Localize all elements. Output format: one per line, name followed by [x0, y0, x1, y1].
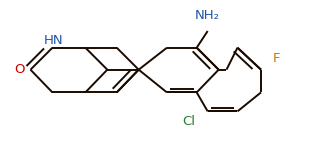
Text: NH₂: NH₂	[195, 9, 220, 22]
Text: F: F	[273, 52, 280, 65]
Text: Cl: Cl	[182, 116, 195, 129]
Text: O: O	[14, 63, 25, 76]
Text: HN: HN	[43, 34, 63, 47]
